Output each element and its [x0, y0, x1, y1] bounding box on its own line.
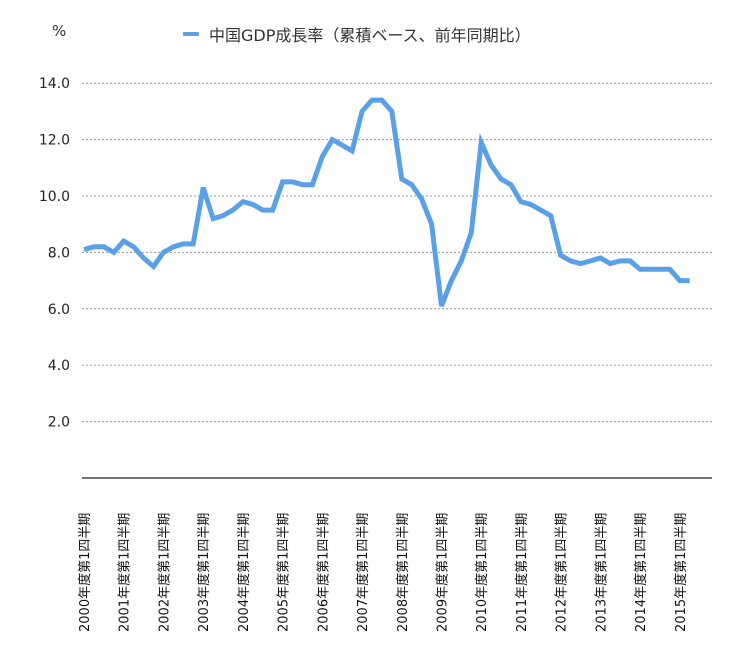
x-tick-label: 2009年度第1四半期 [434, 513, 450, 632]
y-tick-label: 12.0 [39, 133, 70, 149]
chart-legend: 中国GDP成長率（累積ベース、前年同期比） [183, 22, 531, 46]
y-tick-label: 4.0 [48, 358, 70, 374]
x-tick-label: 2013年度第1四半期 [593, 513, 609, 632]
y-axis-ticks: 2.0 4.0 6.0 8.0 10.0 12.0 14.0 [39, 76, 70, 430]
x-tick-label: 2007年度第1四半期 [355, 513, 371, 632]
x-tick-label: 2010年度第1四半期 [474, 513, 490, 632]
y-tick-label: 10.0 [39, 189, 70, 205]
x-tick-label: 2015年度第1四半期 [673, 513, 689, 632]
x-tick-label: 2004年度第1四半期 [236, 513, 252, 632]
y-tick-label: 2.0 [48, 415, 70, 431]
x-tick-label: 2000年度第1四半期 [77, 513, 93, 632]
legend-line-swatch-icon [183, 32, 199, 36]
x-tick-label: 2006年度第1四半期 [315, 513, 331, 632]
y-axis-unit-label: % [52, 22, 67, 40]
x-tick-label: 2002年度第1四半期 [156, 513, 172, 632]
y-tick-label: 14.0 [39, 76, 70, 92]
legend-label: 中国GDP成長率（累積ベース、前年同期比） [209, 26, 531, 45]
gridlines [82, 82, 712, 423]
y-tick-label: 6.0 [48, 302, 70, 318]
gdp-growth-line [83, 97, 690, 307]
x-tick-label: 2011年度第1四半期 [514, 513, 530, 632]
x-tick-label: 2003年度第1四半期 [196, 513, 212, 632]
y-tick-label: 8.0 [48, 245, 70, 261]
x-tick-label: 2012年度第1四半期 [554, 513, 570, 632]
x-tick-label: 2008年度第1四半期 [395, 513, 411, 632]
x-tick-label: 2014年度第1四半期 [633, 513, 649, 632]
x-tick-label: 2005年度第1四半期 [276, 513, 292, 632]
x-tick-label: 2001年度第1四半期 [117, 513, 133, 632]
x-axis-ticks: 2000年度第1四半期 2001年度第1四半期 2002年度第1四半期 2003年度第… [77, 513, 689, 632]
